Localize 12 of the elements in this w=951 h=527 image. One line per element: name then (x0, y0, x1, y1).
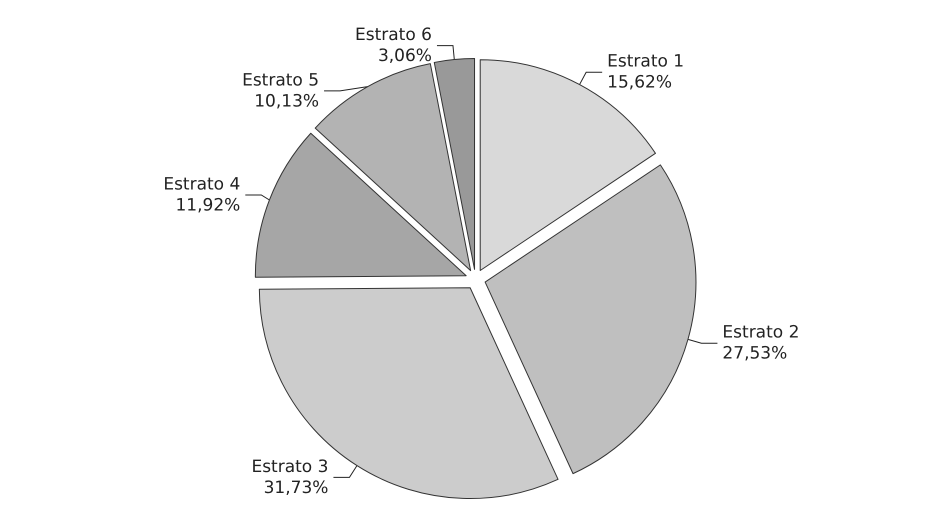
slice-label: Estrato 1 (607, 52, 684, 72)
data-label: 31,73% (264, 478, 328, 498)
slice-label: Estrato 5 (242, 70, 320, 90)
slice-label: Estrato 2 (722, 322, 800, 343)
slice-label: Estrato 3 (251, 456, 328, 477)
slice-label: Estrato 6 (354, 25, 432, 46)
slice-label: Estrato 4 (163, 174, 240, 194)
data-label: 27,53% (722, 344, 788, 364)
data-label: 3,06% (378, 46, 432, 66)
data-label: 15,62% (607, 72, 672, 93)
data-label: 11,92% (175, 195, 240, 216)
data-label: 10,13% (254, 91, 320, 112)
